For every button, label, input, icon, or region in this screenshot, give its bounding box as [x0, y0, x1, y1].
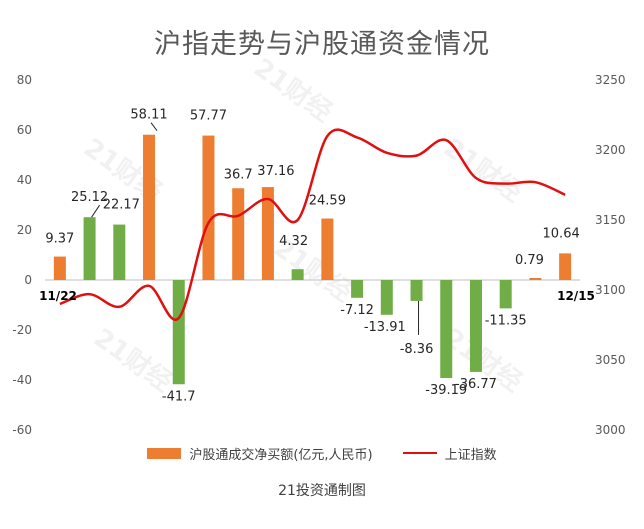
y-left-tick-label: -60	[12, 423, 32, 437]
bar	[202, 135, 215, 280]
bar-data-label: -7.12	[340, 303, 374, 318]
bar	[469, 280, 482, 372]
y-left-tick-label: 60	[17, 123, 32, 137]
bar-data-label: 22.17	[103, 198, 140, 213]
bar	[351, 280, 364, 298]
bar	[53, 256, 66, 280]
bar	[410, 280, 423, 301]
bar	[529, 278, 542, 280]
legend: 沪股通成交净买额(亿元,人民币) 上证指数	[0, 443, 644, 463]
y-left-tick-label: -20	[12, 323, 32, 337]
legend-item-bars: 沪股通成交净买额(亿元,人民币)	[147, 444, 373, 463]
y-left-tick-label: 20	[17, 223, 32, 237]
bar	[232, 188, 245, 280]
y-left-tick-label: 40	[17, 173, 32, 187]
leader-line	[150, 122, 158, 132]
bar-data-label: 25.12	[71, 190, 108, 205]
bar-data-label: -13.91	[364, 320, 406, 335]
x-end-label: 12/15	[557, 289, 595, 303]
bar-data-label: -39.19	[425, 383, 467, 398]
y-left-tick-label: 0	[24, 273, 32, 287]
bar	[380, 280, 393, 315]
y-right-tick-label: 3000	[595, 423, 626, 437]
source-note: 21投资通制图	[278, 483, 366, 499]
bar-data-label: 37.16	[257, 164, 294, 179]
y-right-tick-label: 3050	[595, 353, 626, 367]
line-series-shanghai-index	[59, 128, 566, 321]
legend-label-bars: 沪股通成交净买额(亿元,人民币)	[189, 447, 373, 463]
legend-item-line: 上证指数	[402, 444, 497, 463]
bar	[559, 253, 572, 280]
bar-data-label: 36.7	[224, 167, 253, 182]
bar-data-label: 10.64	[543, 226, 580, 241]
y-left-tick-label: -40	[12, 373, 32, 387]
legend-swatch-bars	[147, 447, 182, 459]
x-start-label: 11/22	[39, 289, 77, 303]
bar	[440, 280, 453, 378]
leader-line	[91, 204, 100, 218]
bar	[113, 224, 126, 280]
bar-data-label: -36.77	[455, 377, 497, 392]
legend-swatch-line	[402, 452, 437, 454]
bar-data-label: -11.35	[485, 313, 527, 328]
legend-label-line: 上证指数	[444, 447, 497, 463]
bar-data-label: -8.36	[400, 342, 434, 357]
y-right-tick-label: 3150	[595, 213, 626, 227]
y-right-tick-label: 3200	[595, 143, 626, 157]
bar	[261, 187, 274, 280]
bar	[83, 217, 96, 280]
bar-data-label: 57.77	[190, 109, 227, 124]
bar	[499, 280, 512, 309]
y-right-tick-label: 3100	[595, 283, 626, 297]
bar	[143, 134, 156, 280]
y-left-tick-label: 80	[17, 73, 32, 87]
bar-data-label: 4.32	[279, 234, 308, 249]
bar-data-label: 24.59	[309, 194, 346, 209]
bar-data-label: -41.7	[162, 389, 196, 404]
bar	[172, 280, 185, 385]
bar-data-label: 9.37	[45, 232, 74, 247]
chart-title: 沪指走势与沪股通资金情况	[154, 29, 490, 60]
bar	[291, 269, 304, 280]
y-right-tick-label: 3250	[595, 73, 626, 87]
bar-data-label: 0.79	[515, 253, 544, 268]
bar-data-label: 58.11	[130, 108, 167, 123]
bar	[321, 218, 334, 280]
